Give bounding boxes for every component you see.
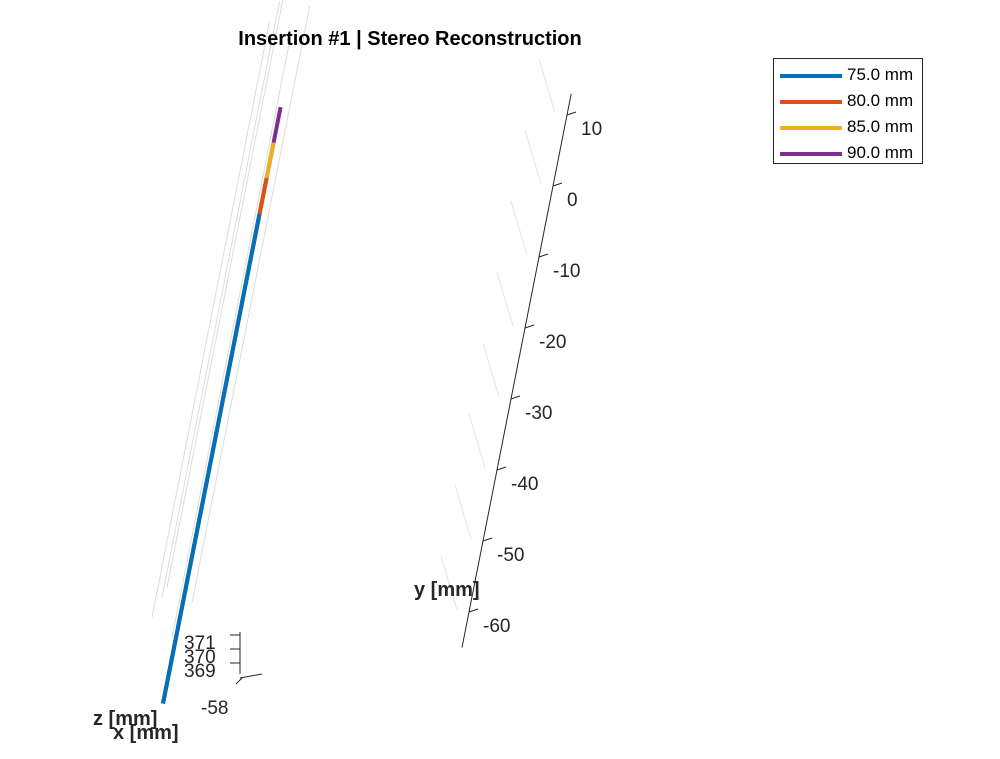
legend-swatch-1 bbox=[780, 100, 842, 104]
legend-swatch-0 bbox=[780, 74, 842, 78]
y-tick-mark bbox=[566, 111, 577, 116]
legend-label-0: 75.0 mm bbox=[847, 65, 914, 84]
chart-title: Insertion #1 | Stereo Reconstruction bbox=[238, 28, 582, 50]
legend-swatch-2 bbox=[780, 126, 842, 130]
grid-line bbox=[440, 555, 458, 611]
series-line-0 bbox=[161, 213, 262, 704]
grid-line bbox=[468, 413, 486, 469]
grid-line bbox=[524, 129, 542, 185]
y-tick-label: -20 bbox=[539, 332, 566, 353]
legend-item: 80.0 mm bbox=[774, 89, 922, 115]
legend: 75.0 mm 80.0 mm 85.0 mm 90.0 mm bbox=[773, 58, 923, 164]
grid-line bbox=[538, 58, 556, 114]
legend-label-1: 80.0 mm bbox=[847, 91, 914, 110]
y-tick-mark bbox=[468, 608, 479, 613]
grid-line bbox=[510, 200, 528, 256]
y-tick-mark bbox=[510, 395, 521, 400]
x-axis-line bbox=[239, 673, 263, 679]
y-tick-mark bbox=[552, 182, 563, 187]
grid-line bbox=[166, 0, 284, 588]
legend-item: 85.0 mm bbox=[774, 115, 922, 141]
grid-line bbox=[482, 342, 500, 398]
y-tick-mark bbox=[482, 537, 493, 542]
y-tick-label: -50 bbox=[497, 545, 524, 566]
grid-lines bbox=[151, 0, 556, 638]
legend-item: 90.0 mm bbox=[774, 141, 922, 167]
legend-item: 75.0 mm bbox=[774, 63, 922, 89]
y-tick-label: 0 bbox=[567, 190, 578, 211]
y-tick-label: -40 bbox=[511, 474, 538, 495]
z-tick-label: 371 bbox=[184, 633, 216, 654]
grid-line bbox=[191, 6, 311, 603]
y-tick-mark bbox=[496, 466, 507, 471]
x-tick-mark bbox=[235, 677, 243, 685]
y-tick-label: -30 bbox=[525, 403, 552, 424]
grid-line bbox=[151, 21, 271, 618]
y-tick-label: 10 bbox=[581, 119, 602, 140]
x-tick-label: -58 bbox=[201, 698, 228, 719]
series-lines bbox=[161, 106, 283, 704]
y-axis-label: y [mm] bbox=[414, 579, 480, 601]
grid-line bbox=[496, 271, 514, 327]
legend-label-3: 90.0 mm bbox=[847, 143, 914, 162]
y-tick-mark bbox=[524, 324, 535, 329]
grid-line bbox=[161, 1, 281, 598]
legend-label-2: 85.0 mm bbox=[847, 117, 914, 136]
y-tick-label: -10 bbox=[553, 261, 580, 282]
z-axis-label: z [mm] bbox=[93, 708, 158, 730]
grid-line bbox=[171, 41, 291, 638]
z-tick-label: 369 bbox=[184, 661, 216, 682]
z-tick-label: 370 bbox=[184, 647, 216, 668]
y-tick-label: -60 bbox=[483, 616, 510, 637]
axes bbox=[230, 93, 577, 685]
x-axis-label: x [mm] bbox=[113, 722, 179, 744]
y-tick-mark bbox=[538, 253, 549, 258]
grid-line bbox=[454, 484, 472, 540]
legend-swatch-3 bbox=[780, 152, 842, 156]
